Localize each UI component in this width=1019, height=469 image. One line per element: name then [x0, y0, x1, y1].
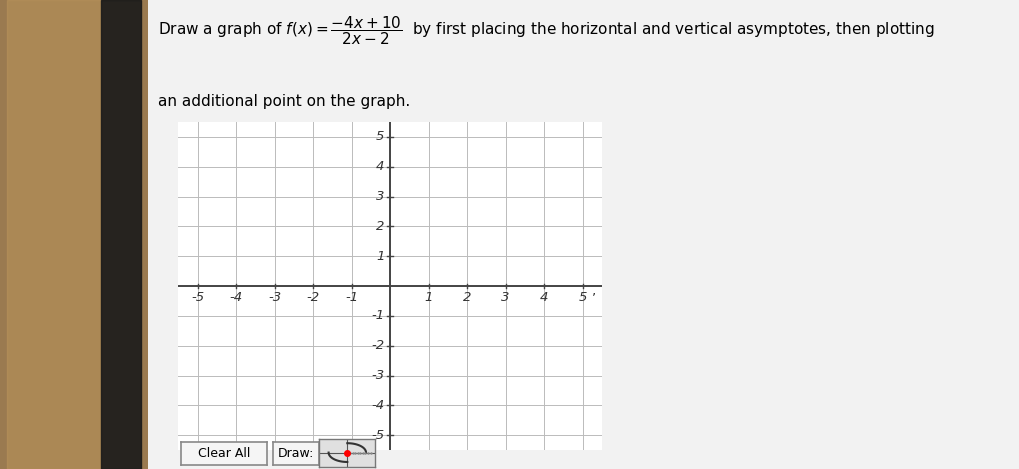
- Text: ’: ’: [592, 291, 596, 304]
- Text: 3: 3: [501, 291, 510, 304]
- Text: -1: -1: [344, 291, 358, 304]
- Text: 3: 3: [376, 190, 384, 203]
- Text: Clear All: Clear All: [198, 447, 250, 460]
- Text: 5: 5: [376, 130, 384, 144]
- Text: -2: -2: [371, 339, 384, 352]
- Text: -2: -2: [307, 291, 319, 304]
- Text: 1: 1: [376, 250, 384, 263]
- Text: -1: -1: [371, 310, 384, 322]
- Text: -5: -5: [371, 429, 384, 442]
- Text: -4: -4: [371, 399, 384, 412]
- Text: -3: -3: [268, 291, 281, 304]
- Text: 2: 2: [376, 220, 384, 233]
- Text: 4: 4: [376, 160, 384, 173]
- Text: an additional point on the graph.: an additional point on the graph.: [158, 94, 410, 109]
- Text: -3: -3: [371, 369, 384, 382]
- Text: Draw a graph of $f(x) = \dfrac{-4x + 10}{2x - 2}$  by first placing the horizont: Draw a graph of $f(x) = \dfrac{-4x + 10}…: [158, 14, 933, 47]
- Text: -4: -4: [229, 291, 243, 304]
- Text: 4: 4: [539, 291, 548, 304]
- Text: 2: 2: [463, 291, 471, 304]
- Bar: [101, 0, 141, 469]
- Text: 1: 1: [424, 291, 432, 304]
- Text: -5: -5: [191, 291, 204, 304]
- Text: 5: 5: [578, 291, 586, 304]
- Text: Draw:: Draw:: [278, 447, 314, 460]
- Bar: [7, 0, 101, 469]
